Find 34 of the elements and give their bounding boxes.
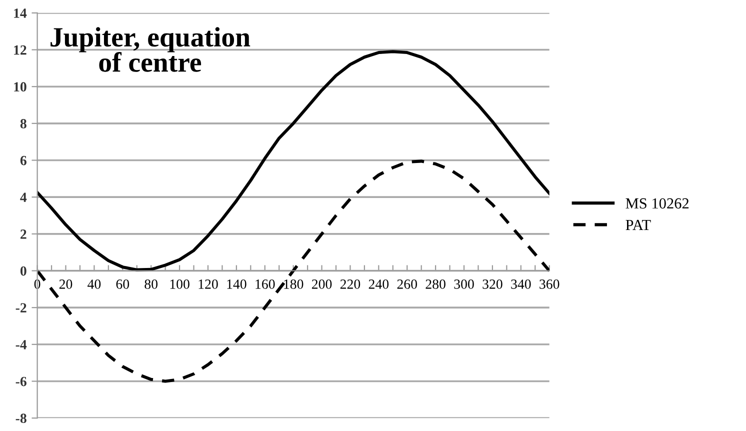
x-tick-label: 240 xyxy=(368,279,389,289)
y-tick-label: 12 xyxy=(14,45,26,55)
x-tick-label: 300 xyxy=(454,279,474,289)
x-tick-label: 260 xyxy=(397,279,418,289)
x-tick-label: 120 xyxy=(198,279,218,289)
x-tick-label: 360 xyxy=(540,279,560,289)
y-tick-label: 10 xyxy=(14,82,26,92)
y-tick-label: -2 xyxy=(16,303,26,312)
x-tick-label: 320 xyxy=(482,279,502,289)
x-tick-label: 40 xyxy=(88,279,101,289)
y-tick-label: 8 xyxy=(20,119,26,128)
x-tick-label: 80 xyxy=(144,279,158,289)
x-tick-label: 140 xyxy=(227,279,246,289)
text: Jupiter, equation of centre xyxy=(50,27,250,72)
y-tick-label: 2 xyxy=(20,230,26,239)
x-tick-label: 220 xyxy=(340,279,360,289)
y-tick-label: -8 xyxy=(16,414,26,424)
x-tick-label: 200 xyxy=(312,279,332,289)
y-tick-label: -6 xyxy=(16,376,26,386)
x-tick-label: 280 xyxy=(426,279,446,289)
x-tick-label: 60 xyxy=(116,279,130,289)
legend-label: MS 10262 xyxy=(626,198,689,209)
y-tick-label: -4 xyxy=(16,340,27,350)
y-tick-label: 14 xyxy=(14,8,27,18)
x-tick-label: 180 xyxy=(284,279,304,289)
y-tick-label: 0 xyxy=(20,266,26,276)
y-tick-label: 6 xyxy=(20,156,26,166)
x-tick-label: 0 xyxy=(34,279,40,289)
x-tick-label: 100 xyxy=(170,279,190,289)
x-tick-label: 20 xyxy=(59,279,72,289)
legend-label: PAT xyxy=(626,220,651,230)
x-tick-label: 160 xyxy=(256,279,275,289)
y-tick-label: 4 xyxy=(20,192,27,202)
x-tick-label: 340 xyxy=(511,279,531,289)
